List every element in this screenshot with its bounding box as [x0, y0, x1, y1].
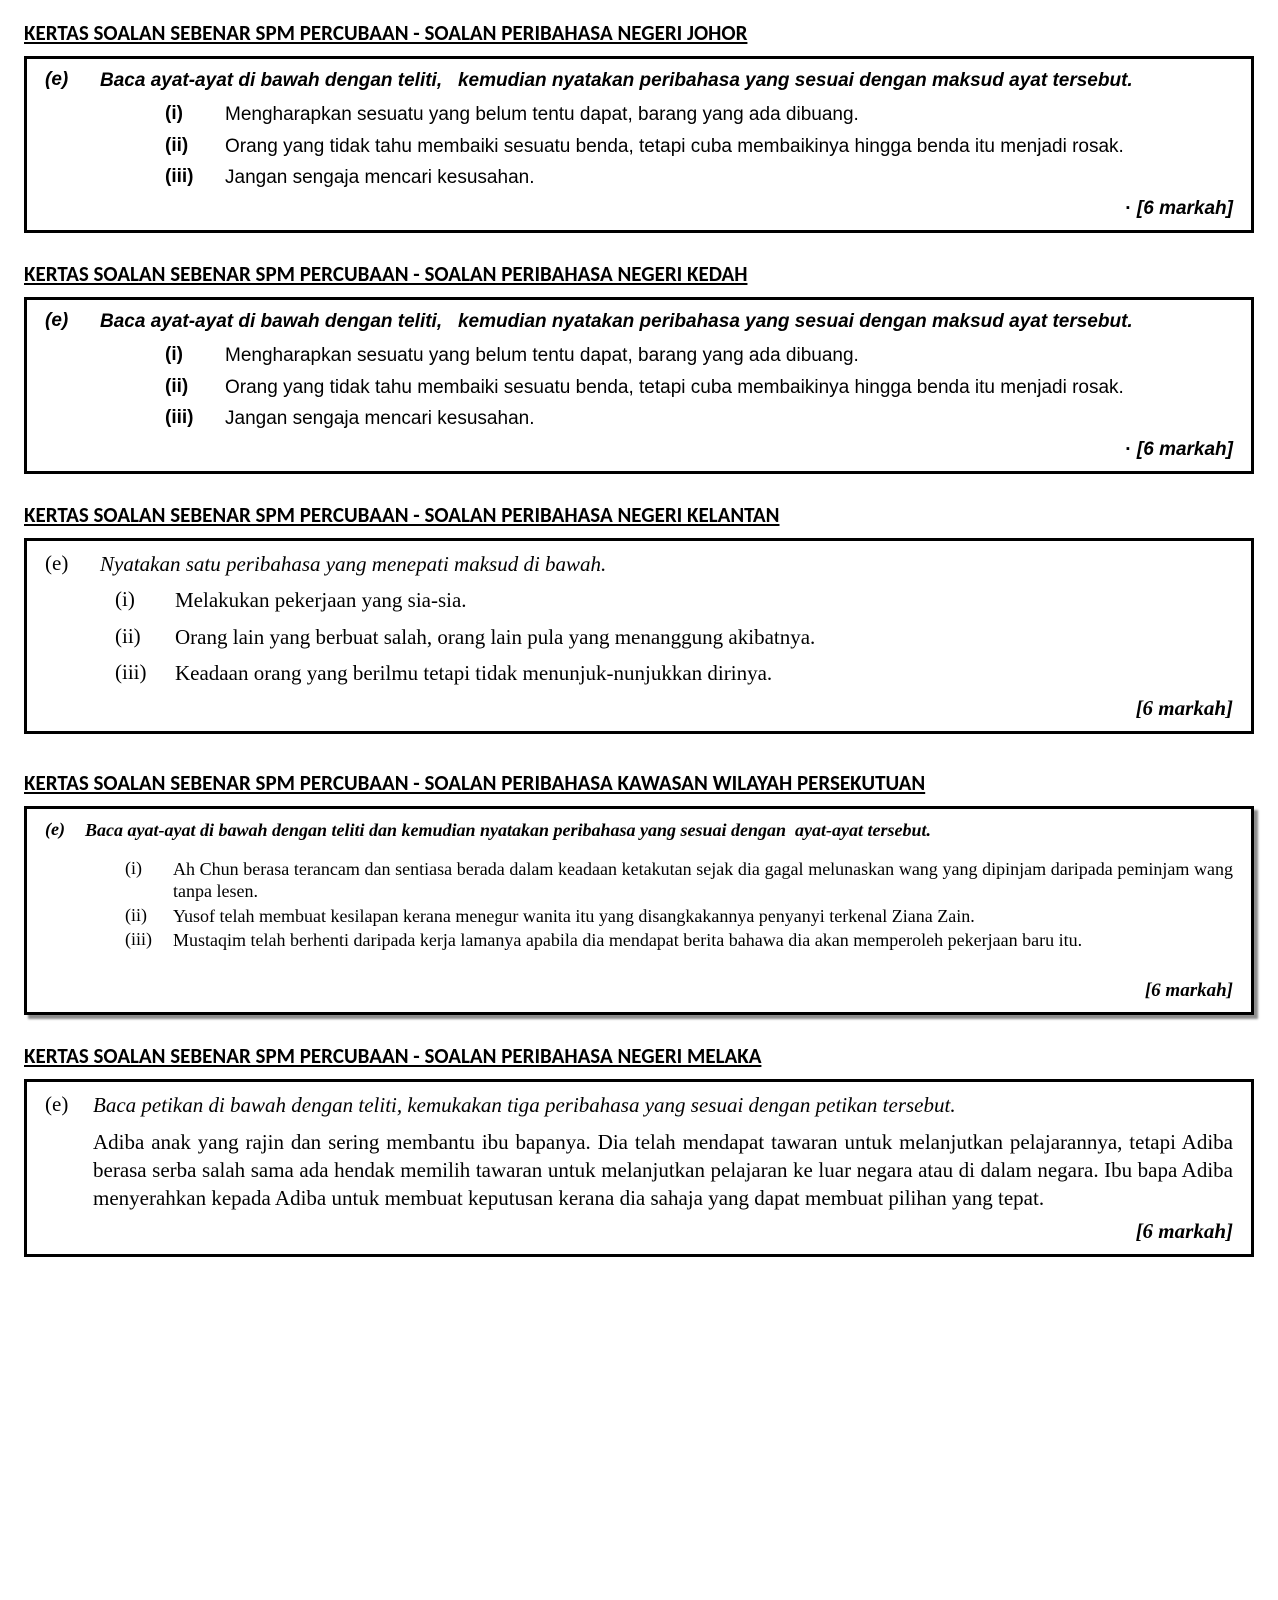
- item-number: (i): [165, 103, 225, 125]
- section-johor: KERTAS SOALAN SEBENAR SPM PERCUBAAN - SO…: [24, 20, 1254, 233]
- item-number: (ii): [165, 376, 225, 398]
- list-item: (i) Mengharapkan sesuatu yang belum tent…: [165, 103, 1233, 127]
- item-text: Jangan sengaja mencari kesusahan.: [225, 407, 1233, 431]
- list-item: (ii) Orang yang tidak tahu membaiki sesu…: [165, 376, 1233, 400]
- list-item: (ii) Orang lain yang berbuat salah, oran…: [115, 624, 1233, 650]
- list-item: (ii) Yusof telah membuat kesilapan keran…: [125, 905, 1233, 928]
- item-number: (iii): [165, 407, 225, 429]
- item-text: Keadaan orang yang berilmu tetapi tidak …: [175, 660, 1233, 686]
- section-title: KERTAS SOALAN SEBENAR SPM PERCUBAAN - SO…: [24, 770, 1254, 796]
- item-number: (ii): [165, 135, 225, 157]
- marks-label: · [6 markah]: [45, 198, 1233, 220]
- list-item: (i) Melakukan pekerjaan yang sia-sia.: [115, 587, 1233, 613]
- question-box: (e) Baca petikan di bawah dengan teliti,…: [24, 1079, 1254, 1257]
- question-label: (e): [45, 819, 85, 840]
- item-number: (ii): [115, 624, 175, 649]
- item-text: Orang lain yang berbuat salah, orang lai…: [175, 624, 1233, 650]
- item-number: (iii): [115, 660, 175, 685]
- question-instruction: Baca ayat-ayat di bawah dengan teliti, k…: [100, 310, 1233, 334]
- item-text: Orang yang tidak tahu membaiki sesuatu b…: [225, 376, 1233, 400]
- item-text: Mustaqim telah berhenti daripada kerja l…: [173, 929, 1233, 952]
- marks-label: [6 markah]: [45, 980, 1233, 1002]
- list-item: (i) Ah Chun berasa terancam dan sentiasa…: [125, 858, 1233, 903]
- question-label: (e): [45, 310, 100, 332]
- section-title: KERTAS SOALAN SEBENAR SPM PERCUBAAN - SO…: [24, 261, 1254, 287]
- question-passage: Adiba anak yang rajin dan sering membant…: [93, 1128, 1233, 1213]
- marks-label: · [6 markah]: [45, 439, 1233, 461]
- item-text: Mengharapkan sesuatu yang belum tentu da…: [225, 344, 1233, 368]
- item-number: (i): [165, 344, 225, 366]
- section-title: KERTAS SOALAN SEBENAR SPM PERCUBAAN - SO…: [24, 20, 1254, 46]
- list-item: (iii) Mustaqim telah berhenti daripada k…: [125, 929, 1233, 952]
- marks-label: [6 markah]: [45, 1219, 1233, 1244]
- question-instruction: Nyatakan satu peribahasa yang menepati m…: [100, 551, 1233, 577]
- item-text: Orang yang tidak tahu membaiki sesuatu b…: [225, 135, 1233, 159]
- question-box: (e) Baca ayat-ayat di bawah dengan telit…: [24, 297, 1254, 474]
- item-number: (i): [125, 858, 173, 879]
- item-text: Jangan sengaja mencari kesusahan.: [225, 166, 1233, 190]
- item-text: Yusof telah membuat kesilapan kerana men…: [173, 905, 1233, 928]
- question-box: (e) Baca ayat-ayat di bawah dengan telit…: [24, 806, 1254, 1015]
- item-number: (iii): [165, 166, 225, 188]
- list-item: (ii) Orang yang tidak tahu membaiki sesu…: [165, 135, 1233, 159]
- question-label: (e): [45, 1092, 93, 1117]
- question-label: (e): [45, 551, 100, 576]
- section-wilayah: KERTAS SOALAN SEBENAR SPM PERCUBAAN - SO…: [24, 770, 1254, 1015]
- question-box: (e) Nyatakan satu peribahasa yang menepa…: [24, 538, 1254, 734]
- question-box: (e) Baca ayat-ayat di bawah dengan telit…: [24, 56, 1254, 233]
- question-instruction: Baca ayat-ayat di bawah dengan teliti da…: [85, 819, 1233, 842]
- section-title: KERTAS SOALAN SEBENAR SPM PERCUBAAN - SO…: [24, 1043, 1254, 1069]
- question-label: (e): [45, 69, 100, 91]
- question-instruction: Baca ayat-ayat di bawah dengan teliti, k…: [100, 69, 1233, 93]
- section-title: KERTAS SOALAN SEBENAR SPM PERCUBAAN - SO…: [24, 502, 1254, 528]
- item-number: (i): [115, 587, 175, 612]
- question-instruction: Baca petikan di bawah dengan teliti, kem…: [93, 1092, 1233, 1118]
- list-item: (iii) Jangan sengaja mencari kesusahan.: [165, 407, 1233, 431]
- item-number: (ii): [125, 905, 173, 926]
- marks-label: [6 markah]: [45, 696, 1233, 721]
- section-kelantan: KERTAS SOALAN SEBENAR SPM PERCUBAAN - SO…: [24, 502, 1254, 734]
- section-kedah: KERTAS SOALAN SEBENAR SPM PERCUBAAN - SO…: [24, 261, 1254, 474]
- list-item: (iii) Jangan sengaja mencari kesusahan.: [165, 166, 1233, 190]
- item-text: Mengharapkan sesuatu yang belum tentu da…: [225, 103, 1233, 127]
- item-text: Melakukan pekerjaan yang sia-sia.: [175, 587, 1233, 613]
- list-item: (iii) Keadaan orang yang berilmu tetapi …: [115, 660, 1233, 686]
- list-item: (i) Mengharapkan sesuatu yang belum tent…: [165, 344, 1233, 368]
- section-melaka: KERTAS SOALAN SEBENAR SPM PERCUBAAN - SO…: [24, 1043, 1254, 1257]
- item-text: Ah Chun berasa terancam dan sentiasa ber…: [173, 858, 1233, 903]
- item-number: (iii): [125, 929, 173, 950]
